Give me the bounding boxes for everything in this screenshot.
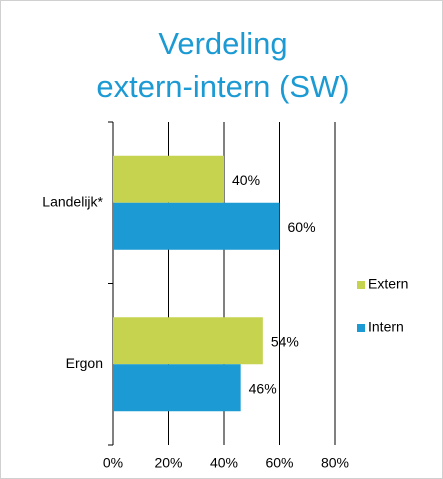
x-tick-label: 40%: [210, 455, 238, 471]
y-tick-label: Landelijk*: [42, 193, 103, 209]
x-tick-label: 80%: [321, 455, 349, 471]
chart-title: Verdeling: [158, 26, 287, 61]
data-label: 46%: [249, 380, 277, 396]
y-tick-label: Ergon: [66, 355, 103, 371]
legend-swatch: [357, 324, 365, 332]
bar: [113, 317, 263, 365]
legend-swatch: [357, 281, 365, 289]
data-label: 40%: [232, 172, 260, 188]
x-tick-label: 20%: [154, 455, 182, 471]
data-label: 60%: [288, 219, 316, 235]
legend-label: Intern: [368, 319, 404, 335]
bar: [113, 364, 241, 412]
x-tick-label: 60%: [265, 455, 293, 471]
x-tick-label: 0%: [103, 455, 123, 471]
data-label: 54%: [271, 333, 299, 349]
bar: [113, 202, 280, 250]
bar: [113, 155, 224, 203]
legend-label: Extern: [368, 276, 408, 292]
chart-title: extern-intern (SW): [96, 69, 349, 104]
